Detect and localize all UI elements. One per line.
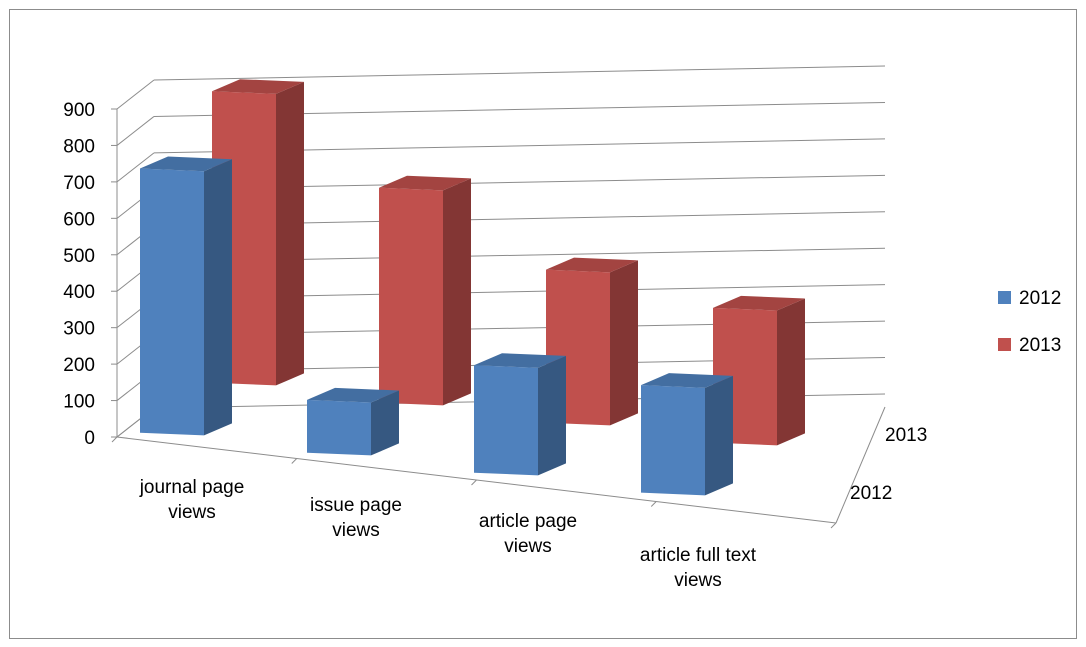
category-label-line: views [332,520,380,541]
axes [111,108,886,529]
category-label-line: views [168,502,216,523]
bar-2012-1-side [371,390,399,456]
bar-2012-3-top [641,373,733,388]
category-label-line: journal page [139,477,245,498]
bar-2013-1-top [379,175,471,191]
category-label: journal page views [139,477,245,523]
bar-2013-1-side [443,178,471,406]
y-axis-tick-labels: 0 100 200 300 400 500 600 700 800 900 [63,100,95,449]
category-label: article full text views [640,545,757,591]
bar-2013-3-side [777,298,805,446]
bar-2013-0-top [212,79,304,94]
legend-swatch-2012 [998,291,1011,304]
category-label-line: views [674,570,722,591]
bar-2012-3-side [705,375,733,496]
gridline-back-wall [153,65,886,81]
bar-2012-2-side [538,355,566,476]
bar-2012-0 [140,156,232,436]
bar-2012-0-side [204,159,232,436]
depth-label: 2012 [850,483,892,504]
bar-2012-3-front [641,385,705,496]
bar-2013-2-side [610,260,638,426]
bar-2013-1 [379,175,471,406]
gridline-left-wall [116,116,155,146]
y-tick-label: 600 [63,209,95,230]
depth-axis-line [835,406,886,524]
category-label-line: views [504,536,552,557]
series-2012-bars [140,156,733,496]
legend-label-2012: 2012 [1019,288,1061,309]
gridline-left-wall [116,79,155,110]
y-tick-label: 800 [63,136,95,157]
y-tick-label: 300 [63,319,95,340]
x-tick-mark [471,479,477,486]
bar-2013-2-top [546,257,638,273]
x-tick-mark [830,522,837,529]
bar-2012-0-front [140,168,204,436]
bar-2013-1-front [379,187,443,406]
y-tick-label: 700 [63,173,95,194]
depth-label: 2013 [885,425,927,446]
gridline-left-wall [116,152,155,183]
bar-2013-0-side [276,81,304,386]
bar-2012-1-top [307,387,399,403]
category-label-line: article full text [640,545,757,566]
bar-2012-2-front [474,365,538,476]
category-label: issue page views [310,495,402,541]
y-tick-label: 100 [63,392,95,413]
y-tick-label: 200 [63,355,95,376]
category-label: article page views [479,511,577,557]
legend-label-2013: 2013 [1019,335,1061,356]
bar-2012-3 [641,373,733,496]
legend-swatch-2013 [998,338,1011,351]
bar-2012-2 [474,353,566,476]
x-tick-mark [111,436,118,443]
x-axis-category-labels: journal page views issue page views article … [139,477,757,591]
y-tick-label: 0 [84,428,95,449]
bar-2013-3-top [713,295,805,311]
y-tick-label: 900 [63,100,95,121]
bar-2012-1-front [307,399,371,456]
bar-2012-2-top [474,353,566,368]
category-label-line: article page [479,511,577,532]
bar-2012-0-top [140,156,232,172]
x-tick-mark [291,458,298,464]
legend: 2012 2013 [998,288,1061,356]
x-tick-mark [650,501,657,507]
depth-axis-labels: 2012 2013 [850,425,927,504]
category-label-line: issue page [310,495,402,516]
bar-2012-1 [307,387,399,456]
y-tick-label: 400 [63,282,95,303]
y-tick-label: 500 [63,246,95,267]
